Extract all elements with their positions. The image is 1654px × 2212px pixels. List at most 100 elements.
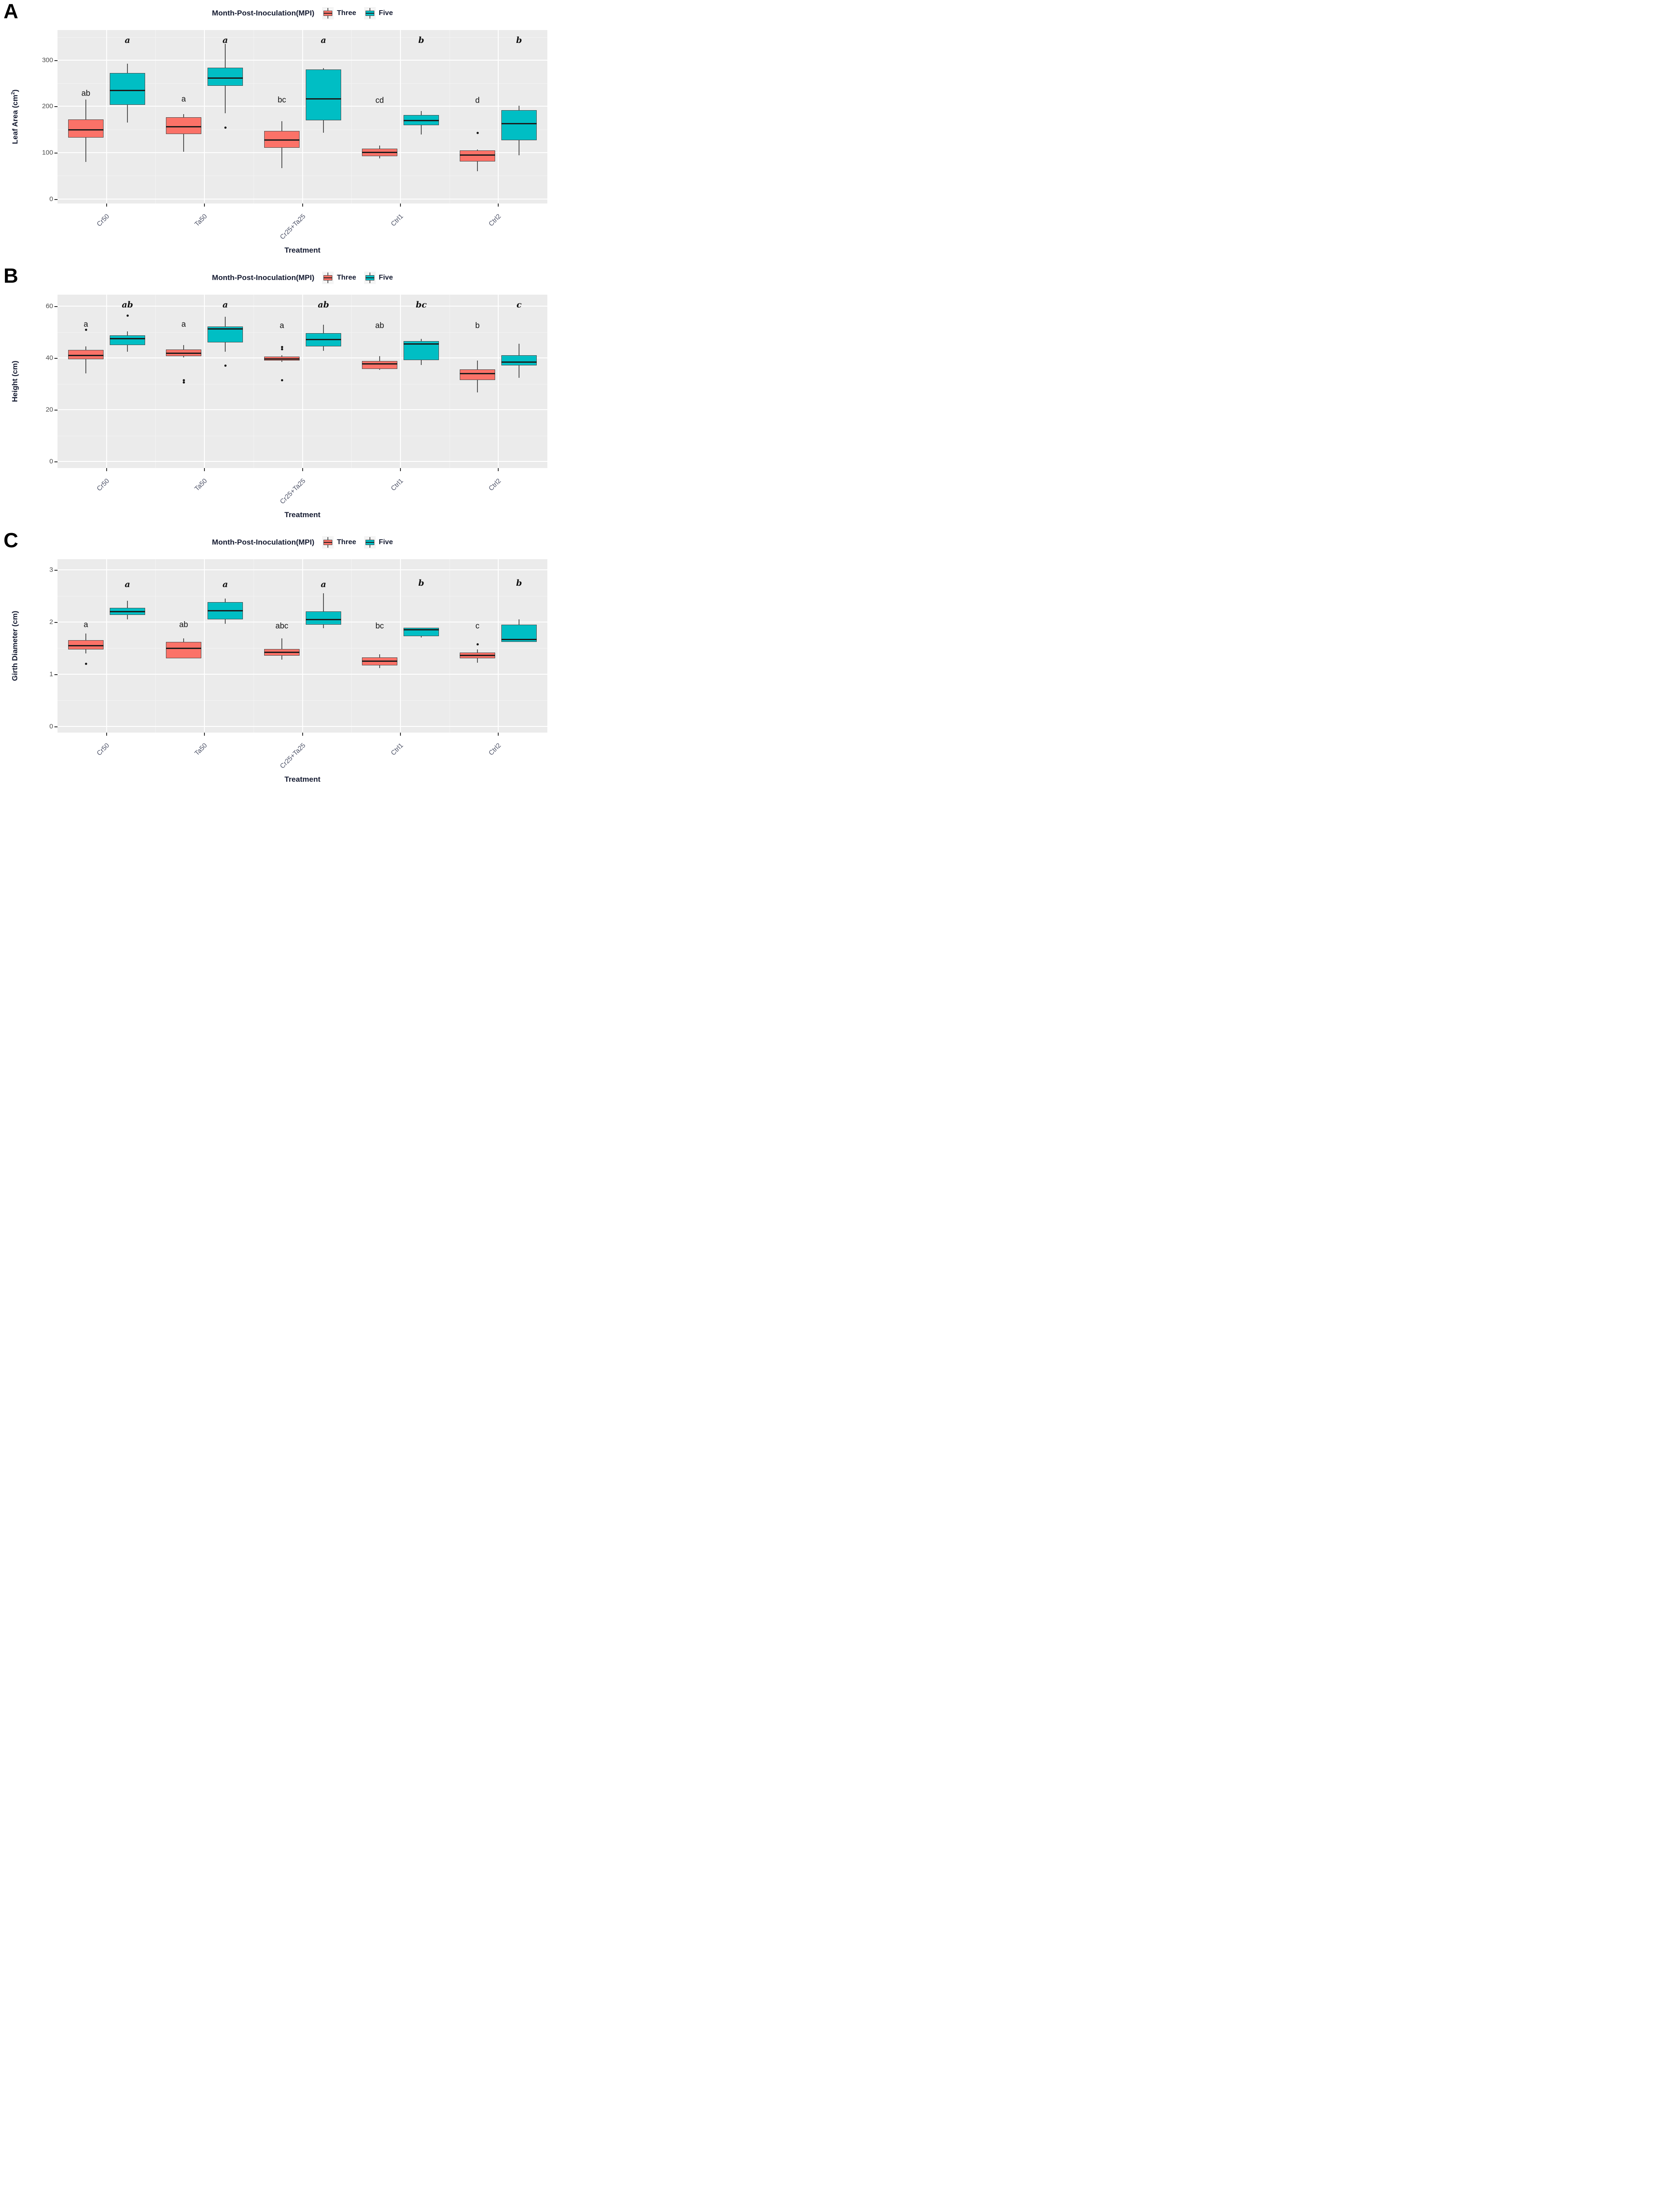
key-median-line [323,542,333,543]
panel-C: C Month-Post-Inoculation(MPI) Three Five 0 1 2… [0,529,551,794]
x-tick-mark [204,204,205,207]
x-category-label: Ctrl1 [389,477,405,492]
x-category-label: Cr25+Ta25 [278,741,308,770]
box-ta50-five-upper-whisker [225,44,226,68]
box-cr50-three-median [68,129,104,131]
box-cr25ta25-five-lower-whisker [323,120,324,133]
box-cr50-three-upper-whisker [85,346,86,350]
box-ctrl2-three-significance-letter: c [475,621,480,630]
key-median-line [365,277,374,278]
box-cr25ta25-three-median [264,652,300,653]
box-ta50-three-lower-whisker [183,356,184,357]
box-cr25ta25-three-outlier [281,348,283,350]
box-ta50-five-median [208,77,243,79]
box-ta50-three-outlier [183,379,185,381]
box-cr50-five-median [110,90,145,91]
box-ta50-five-significance-letter: a [222,580,228,589]
box-cr25ta25-three-lower-whisker [281,656,282,660]
box-ta50-three-median [166,353,201,354]
x-tick-mark [498,733,499,736]
box-ctrl1-three-lower-whisker [379,156,380,158]
x-category-label: Cr25+Ta25 [278,212,308,241]
box-ctrl1-five-median [404,343,439,345]
y-tick-mark [54,410,58,411]
box-cr50-three-lower-whisker [85,359,86,373]
legend: Month-Post-Inoculation(MPI) Three Five [58,536,547,549]
box-cr25ta25-five-median [306,98,341,100]
box-ctrl2-three-upper-whisker [477,649,478,653]
gridline-minor-v [155,559,156,733]
box-ta50-three [166,117,201,134]
box-cr25ta25-three-outlier [281,379,283,381]
gridline-major-v [204,30,205,204]
box-ctrl1-three-median [362,363,397,365]
box-ta50-three-outlier [183,381,185,384]
box-cr25ta25-five-significance-letter: a [320,35,327,45]
gridline-major-v [400,295,401,468]
gridline-major-v [302,30,303,204]
box-cr25ta25-three-upper-whisker [281,638,282,649]
box-ctrl1-five-lower-whisker [421,636,422,637]
x-axis-title: Treatment [284,246,321,254]
box-ctrl1-five-median [404,629,439,630]
box-cr50-five-significance-letter: a [124,35,131,45]
box-ctrl2-three-significance-letter: d [475,96,480,105]
box-ta50-five-significance-letter: a [222,300,228,310]
legend-label: Three [337,274,356,281]
box-ctrl2-five-significance-letter: c [516,300,522,310]
y-axis-title-text: Height (cm) [11,361,19,402]
y-tick-label: 20 [46,406,53,414]
y-tick-label: 200 [42,102,53,110]
y-tick-label: 60 [46,302,53,310]
box-cr25ta25-three-median [264,139,300,141]
y-tick-label: 100 [42,149,53,157]
y-tick-mark [54,199,58,200]
box-cr25ta25-three-median [264,358,300,360]
gridline-minor-v [155,295,156,468]
key-median-line [365,542,374,543]
gridline-major-v [204,559,205,733]
x-tick-mark [498,204,499,207]
box-ta50-three-median [166,126,201,127]
box-ctrl1-three-significance-letter: ab [375,321,385,330]
x-category-label: Ctrl2 [487,477,503,492]
box-ta50-three-upper-whisker [183,638,184,642]
box-ta50-five-median [208,610,243,611]
box-ta50-five-median [208,328,243,330]
box-cr50-five-outlier [127,315,129,317]
boxplot-key-icon [322,536,334,549]
box-ta50-three-significance-letter: a [181,94,186,104]
boxplot-key-icon [322,272,334,284]
box-ta50-five-significance-letter: a [222,35,228,45]
gridline-major-v [106,295,107,468]
box-cr25ta25-three-lower-whisker [281,148,282,168]
box-ctrl1-five-lower-whisker [421,125,422,134]
box-cr50-five-upper-whisker [127,64,128,73]
box-ta50-five-lower-whisker [225,342,226,352]
box-cr50-three-significance-letter: a [83,620,88,629]
x-tick-mark [106,468,107,471]
boxplot-key-icon [364,536,376,549]
box-ctrl1-three-upper-whisker [379,356,380,361]
x-category-label: Ta50 [193,741,209,757]
box-cr50-three [68,640,104,649]
box-ctrl1-five-median [404,120,439,121]
box-ctrl2-three-upper-whisker [477,361,478,369]
x-tick-mark [400,468,401,471]
x-category-label: Cr25+Ta25 [278,477,308,506]
box-cr50-five [110,73,145,105]
legend-title: Month-Post-Inoculation(MPI) [212,9,315,17]
box-cr50-five-significance-letter: a [124,580,131,589]
box-ctrl2-three [460,369,495,380]
box-ctrl2-three-lower-whisker [477,658,478,663]
box-cr50-three-outlier [85,663,87,665]
box-ctrl1-three-upper-whisker [379,146,380,149]
y-tick-label: 0 [49,722,53,730]
x-tick-mark [204,733,205,736]
boxplot-key-icon [364,272,376,284]
box-ta50-five-upper-whisker [225,317,226,326]
y-tick-mark [54,726,58,727]
x-category-label: Ctrl2 [487,741,503,757]
x-tick-mark [400,204,401,207]
box-cr25ta25-three-lower-whisker [281,361,282,362]
